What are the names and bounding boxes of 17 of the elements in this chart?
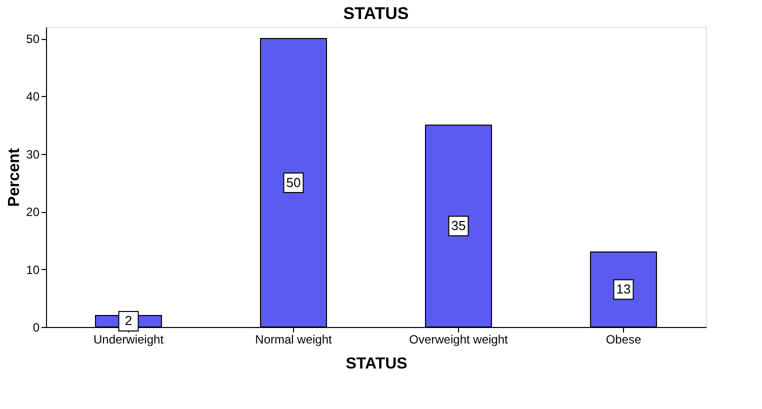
data-label: 50: [286, 174, 301, 190]
chart-title: STATUS: [343, 4, 409, 23]
x-axis-title: STATUS: [346, 356, 408, 372]
y-tick-label: 50: [26, 32, 40, 46]
x-tick-label: Overweight weight: [409, 332, 509, 346]
data-label: 35: [451, 218, 466, 234]
y-tick-label: 10: [26, 262, 40, 277]
y-tick-label: 0: [32, 320, 40, 334]
data-label: 2: [124, 313, 132, 328]
x-tick-label: Obese: [606, 332, 642, 346]
y-tick-label: 30: [26, 147, 40, 162]
y-axis-title: Percent: [6, 147, 24, 207]
x-tick-label: Underwieight: [93, 332, 164, 346]
y-tick-label: 20: [26, 205, 40, 220]
data-label: 13: [616, 282, 631, 296]
y-tick-label: 40: [26, 90, 40, 104]
x-tick-label: Normal weight: [255, 332, 333, 346]
